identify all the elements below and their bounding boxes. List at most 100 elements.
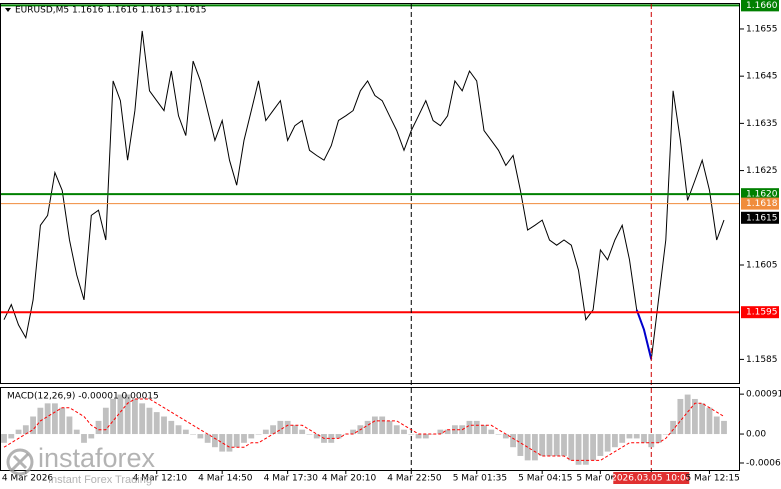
macd-bar bbox=[248, 434, 255, 439]
watermark: instaforex Instant Forex Trading bbox=[6, 443, 156, 486]
level-label: 1.1615 bbox=[746, 213, 778, 223]
macd-bar bbox=[262, 429, 269, 435]
macd-bar bbox=[95, 420, 102, 435]
macd-bar bbox=[568, 434, 575, 461]
macd-bar bbox=[699, 403, 706, 435]
macd-bar bbox=[502, 434, 509, 439]
x-tick-label: 4 Mar 2026 bbox=[2, 474, 54, 484]
macd-bar bbox=[379, 416, 386, 435]
macd-bar bbox=[619, 434, 626, 443]
macd-bar bbox=[66, 416, 73, 435]
y-tick-label: 1.1605 bbox=[746, 260, 778, 270]
watermark-tagline: Instant Forex Trading bbox=[48, 474, 152, 486]
macd-bar bbox=[284, 420, 291, 435]
macd-bar bbox=[73, 429, 80, 435]
macd-bar bbox=[532, 434, 538, 461]
macd-bar bbox=[430, 434, 436, 435]
x-tick-label: 4 Mar 20:10 bbox=[322, 474, 377, 484]
macd-bar bbox=[422, 434, 429, 439]
y-tick-label: 1.1645 bbox=[746, 72, 778, 82]
macd-bar bbox=[182, 429, 189, 435]
macd-bar bbox=[648, 434, 655, 448]
macd-bar bbox=[270, 425, 276, 435]
macd-bar bbox=[481, 425, 487, 435]
level-label-box bbox=[741, 188, 779, 201]
macd-bar bbox=[219, 434, 226, 452]
cursor-time-box bbox=[613, 472, 690, 484]
level-label-box bbox=[741, 0, 779, 12]
macd-bar bbox=[161, 416, 167, 435]
macd-bar bbox=[488, 429, 495, 435]
y-tick-label: 1.1585 bbox=[746, 355, 778, 365]
macd-bar bbox=[721, 420, 727, 435]
x-tick-label: 4 Mar 14:50 bbox=[198, 474, 253, 484]
level-label: 1.1660 bbox=[746, 1, 778, 11]
x-tick-label: 4 Mar 17:30 bbox=[264, 474, 319, 484]
x-tick-label: 5 Mar 06:55 bbox=[576, 474, 630, 484]
macd-bar bbox=[212, 434, 218, 448]
macd-bar bbox=[684, 394, 691, 435]
symbol-menu-arrow[interactable] bbox=[5, 8, 11, 12]
macd-bar bbox=[59, 407, 66, 435]
macd-bar bbox=[102, 407, 109, 435]
macd-title: MACD(12,26,9) -0.00001 0.00015 bbox=[7, 392, 159, 402]
macd-bar bbox=[575, 434, 582, 465]
cursor-time-label: 2026.03.05 10:00 bbox=[611, 474, 692, 484]
macd-bar bbox=[124, 394, 131, 435]
macd-bar bbox=[350, 429, 356, 435]
x-tick-label: 5 Mar 12:15 bbox=[685, 474, 739, 484]
macd-bar bbox=[299, 429, 306, 435]
macd-bar bbox=[517, 434, 524, 456]
macd-bar bbox=[590, 434, 596, 461]
macd-bar bbox=[277, 420, 284, 435]
macd-bar bbox=[401, 429, 407, 435]
macd-bar bbox=[190, 434, 196, 435]
signal-line bbox=[3, 398, 725, 461]
macd-bar bbox=[604, 434, 611, 452]
macd-bar bbox=[495, 434, 502, 435]
macd-bar bbox=[52, 403, 58, 435]
macd-bar bbox=[292, 425, 298, 435]
macd-bar bbox=[168, 420, 175, 435]
macd-bar bbox=[546, 434, 553, 456]
price-panel-border bbox=[0, 3, 740, 384]
level-label: 1.1595 bbox=[746, 308, 778, 318]
macd-bar bbox=[553, 434, 560, 456]
macd-bar bbox=[364, 420, 371, 435]
watermark-logo bbox=[6, 448, 34, 476]
macd-bar bbox=[597, 434, 604, 456]
macd-bar bbox=[706, 407, 713, 435]
macd-bar bbox=[132, 398, 138, 435]
macd-bar bbox=[510, 434, 516, 448]
level-label-box bbox=[741, 211, 779, 224]
macd-bar bbox=[641, 434, 647, 443]
y-tick-label: 1.1635 bbox=[746, 119, 778, 129]
macd-bar bbox=[626, 434, 633, 439]
y-tick-label: 1.1625 bbox=[746, 166, 778, 176]
macd-bar bbox=[713, 416, 720, 435]
macd-bar bbox=[633, 434, 640, 439]
macd-bar bbox=[372, 416, 378, 435]
macd-bar bbox=[655, 434, 662, 443]
macd-bar bbox=[22, 425, 29, 435]
macd-bar bbox=[233, 434, 240, 448]
macd-bar bbox=[8, 434, 15, 439]
macd-bar bbox=[1, 434, 7, 443]
macd-bar bbox=[670, 420, 676, 435]
macd-bar bbox=[561, 434, 567, 456]
watermark-brand: instaforex bbox=[38, 443, 156, 473]
macd-bar bbox=[226, 434, 233, 452]
macd-bar bbox=[582, 434, 589, 465]
price-line bbox=[3, 30, 725, 360]
macd-bar bbox=[386, 420, 393, 435]
macd-bar bbox=[692, 398, 698, 435]
watermark-logo-mark bbox=[10, 452, 30, 472]
macd-bar bbox=[241, 434, 247, 443]
x-tick-label: 4 Mar 22:50 bbox=[387, 474, 442, 484]
y-tick-label: 0.00091 bbox=[746, 390, 781, 400]
macd-bar bbox=[110, 398, 116, 435]
macd-bar bbox=[15, 429, 22, 435]
macd-panel-border bbox=[0, 387, 740, 471]
macd-bar bbox=[197, 434, 204, 439]
